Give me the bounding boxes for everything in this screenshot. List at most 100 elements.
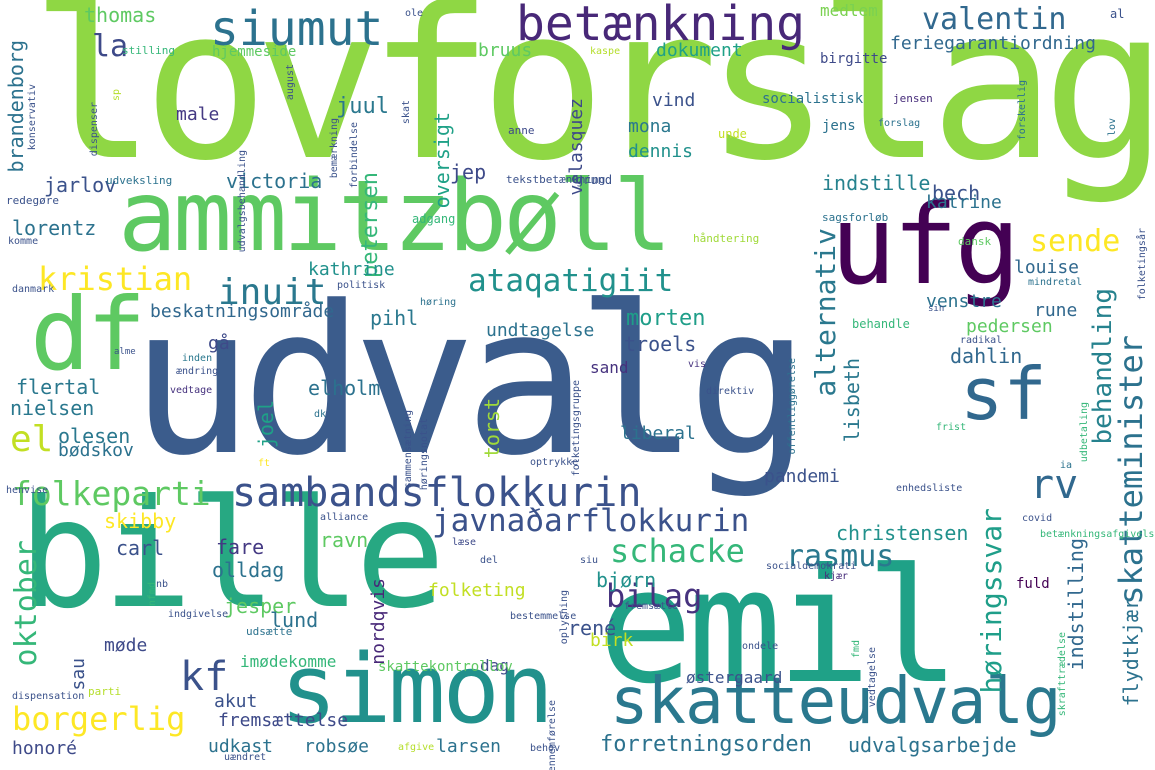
word: sagsforløb: [822, 211, 889, 224]
word: pedersen: [966, 316, 1053, 337]
word: kjær: [824, 571, 849, 582]
word: oplysning: [559, 590, 570, 645]
word: komme: [8, 236, 39, 247]
word: folketingsår: [1137, 228, 1148, 301]
word: simon: [280, 635, 554, 745]
word: vedtage: [170, 385, 213, 396]
word: jesper: [224, 594, 297, 618]
word: oktober: [9, 540, 44, 667]
word: bilag: [606, 577, 703, 615]
word: alme: [114, 347, 136, 357]
word: dispensation: [12, 691, 85, 702]
word: alternativ: [809, 228, 842, 397]
word: høringssvar: [975, 508, 1008, 694]
word: sende: [1030, 224, 1121, 259]
word: covid: [1022, 513, 1053, 524]
word: sand: [590, 358, 629, 377]
word: kaspe: [590, 46, 621, 57]
word: thomas: [84, 3, 157, 27]
word: nordqvis: [368, 578, 389, 665]
word: bille: [18, 468, 446, 642]
word: emil: [598, 535, 960, 719]
word: rasmus: [786, 539, 895, 574]
word: nfmd: [147, 582, 158, 607]
word: elholm: [308, 376, 381, 400]
word: siumut: [210, 1, 384, 57]
word: håndtering: [693, 232, 760, 245]
word: skat: [401, 100, 412, 125]
word: høringsnotat: [419, 418, 430, 491]
word: forretningsorden: [600, 732, 812, 757]
word: folketing: [428, 580, 526, 601]
word: skatteminister: [1112, 335, 1150, 605]
word: medlem: [820, 1, 878, 20]
word: grund: [576, 173, 613, 187]
word: brandenborg: [4, 40, 28, 173]
word: fremsætte: [624, 601, 679, 612]
word: lorentz: [12, 216, 97, 240]
word: redegøre: [6, 194, 59, 207]
word: udbetaling: [1079, 402, 1090, 463]
word: valentin: [922, 2, 1067, 37]
word: del: [480, 555, 499, 566]
word: afgive: [398, 742, 435, 753]
word: ataqatigiit: [468, 263, 674, 299]
word: mindretal: [1028, 277, 1083, 288]
word: kathrine: [308, 259, 395, 280]
word: udsætte: [246, 625, 293, 638]
word: unde: [718, 127, 747, 141]
word: dansk: [958, 235, 992, 248]
word: socialdemokrati: [766, 561, 857, 572]
word: offentliggørelse: [787, 358, 798, 455]
word: undtagelse: [486, 320, 595, 341]
word: konservativ: [27, 84, 38, 151]
word: adgang: [412, 212, 456, 226]
word: flertal: [16, 375, 101, 399]
word: skatteudvalg: [610, 665, 1061, 739]
word: radikal: [960, 335, 1003, 346]
word: vis: [688, 359, 707, 370]
word: danmark: [12, 284, 55, 295]
word: fuld: [1016, 576, 1050, 592]
word: betænkning: [516, 0, 805, 52]
word: kf: [180, 654, 229, 700]
word: pandemi: [764, 466, 840, 487]
word: skrafttrædelse: [1057, 632, 1068, 717]
word: behandle: [852, 317, 910, 331]
word: sp: [111, 89, 122, 102]
word: olesen: [58, 424, 131, 448]
word: udvalgsarbejde: [848, 733, 1017, 757]
word: bemærkning: [329, 118, 340, 179]
word: al: [1110, 7, 1125, 21]
word: nb: [156, 579, 169, 590]
word: betænkningsafgivelse: [1040, 529, 1155, 540]
word: larsen: [436, 736, 502, 757]
word: hjemmeside: [212, 44, 297, 60]
word: la: [92, 29, 129, 64]
word: morten: [626, 306, 706, 331]
word: bødskov: [58, 440, 134, 461]
word: behov: [530, 743, 561, 754]
word: olldag: [212, 558, 285, 582]
word: udvalg: [130, 263, 811, 501]
word: dag: [480, 656, 509, 675]
word: vedtagelse: [867, 647, 878, 708]
word: dk: [314, 409, 327, 420]
word: folkeparti: [12, 474, 211, 513]
word: henvise: [6, 485, 49, 496]
word: imødekomme: [240, 652, 337, 671]
word: carl: [116, 536, 165, 560]
word: lov forslag: [30, 0, 1155, 207]
word: stilling: [122, 44, 175, 57]
word: møde: [104, 635, 148, 656]
word: schacke: [610, 532, 745, 570]
word: udkast: [208, 736, 274, 757]
word: sin: [928, 304, 945, 314]
word: liberal: [620, 423, 696, 444]
word: torst: [480, 398, 504, 459]
word: dispenser: [89, 102, 100, 157]
word: lund: [270, 608, 319, 632]
word: fare: [216, 535, 265, 559]
word: rv: [1030, 462, 1079, 508]
word: ondele: [742, 641, 779, 652]
